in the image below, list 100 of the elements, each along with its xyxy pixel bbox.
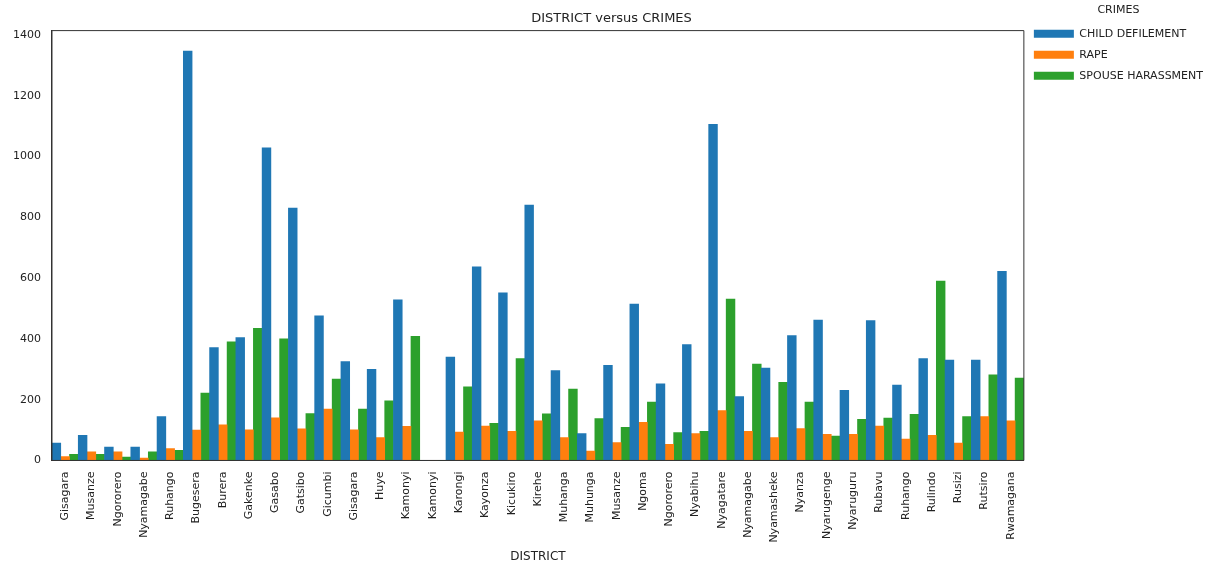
bar [848,433,858,461]
bar [480,425,491,461]
bar [165,448,175,461]
bar [366,368,377,461]
x-tick-label: Burera [215,471,229,509]
x-tick-label: Nyamasheke [767,471,781,543]
chart-title: DISTRICT versus CRIMES [531,10,692,26]
bar [533,420,543,461]
x-tick-label: Ruhango [163,471,177,520]
bar [209,347,219,461]
legend-title: CRIMES [1097,3,1140,17]
bar [953,442,963,461]
bar [787,335,797,461]
bar [498,292,508,461]
bar [603,364,613,461]
bar [550,370,561,461]
x-tick-label: Muhunga [583,471,597,523]
bar [226,341,237,461]
y-tick-label: 0 [33,453,41,467]
y-tick-label: 1200 [12,88,41,102]
bar [892,384,902,461]
x-tick-label: Gisagara [346,471,360,521]
bar [323,408,333,461]
bar [191,429,202,461]
bar [979,416,990,461]
bar [725,298,736,461]
bar [629,303,639,461]
x-tick-label: Kamonyi [425,471,439,520]
x-tick-label: Kicukiro [504,471,518,516]
bar [839,389,850,461]
bar [463,386,473,461]
x-tick-label: Nyagatare [714,471,728,529]
bar [918,358,928,461]
bar [935,280,946,461]
bar [454,431,464,461]
bar [296,428,307,461]
x-tick-label: Musanze [609,471,623,520]
bar [314,315,324,461]
x-tick-label: Kirehe [530,471,544,507]
bar [760,367,771,461]
x-tick-label: Musanze [84,471,98,520]
x-tick-label: Rwamagana [1003,471,1017,540]
x-tick-label: Kayonza [478,471,492,518]
bar [568,388,578,461]
x-tick-label: Ruhango [898,471,912,520]
bar [690,433,701,461]
x-tick-label: Bugesera [189,471,203,524]
x-tick-label: Ngororero [110,471,124,527]
bar [664,444,674,461]
bar [288,207,298,461]
x-tick-label: Muhanga [557,471,571,523]
bar [156,416,167,461]
bar [235,337,245,461]
y-tick-label: 800 [19,210,41,224]
bar [638,422,648,461]
bar [874,425,885,461]
x-tick-label: Ngororero [662,471,676,527]
bar [559,437,569,461]
y-tick-label: 400 [19,331,41,345]
bar [340,361,351,461]
x-axis-title: DISTRICT [510,548,567,563]
bar [822,433,832,461]
bar [445,356,456,461]
x-tick-label: Nyarugenge [819,471,833,539]
bar [375,437,386,461]
bar [349,429,359,461]
x-tick-label: Nyamagabe [740,471,754,538]
bar [962,416,972,461]
legend-label: RAPE [1079,47,1108,61]
bar [524,204,534,461]
x-tick-label: Rubavu [872,471,886,513]
bar [743,430,753,461]
bar [682,344,692,461]
bar [244,429,254,461]
x-tick-label: Nyanza [793,471,807,513]
bar [577,433,587,461]
x-tick-label: Ngoma [635,471,649,511]
x-tick-label: Gatsibo [294,471,308,514]
x-tick-label: Gicumbi [320,471,334,517]
bar [393,299,403,461]
x-tick-label: Gakenke [241,471,255,520]
bar [971,359,981,461]
bar [865,320,876,461]
y-tick-label: 200 [19,392,41,406]
bar [77,434,88,461]
bar [471,266,482,461]
legend-label: CHILD DEFILEMENT [1079,26,1187,40]
x-tick-label: Rulindo [924,471,938,513]
x-tick-label: Nyamagabe [136,471,150,538]
bar [384,400,394,461]
y-tick-label: 1000 [12,149,41,163]
bar [130,446,140,461]
x-tick-label: Rusizi [951,471,965,504]
x-tick-label: Nyabihu [688,471,702,517]
bar [944,359,955,461]
bar [253,327,263,461]
bar [734,396,745,461]
bar [104,446,114,461]
bar [778,381,788,461]
bar [717,410,727,461]
